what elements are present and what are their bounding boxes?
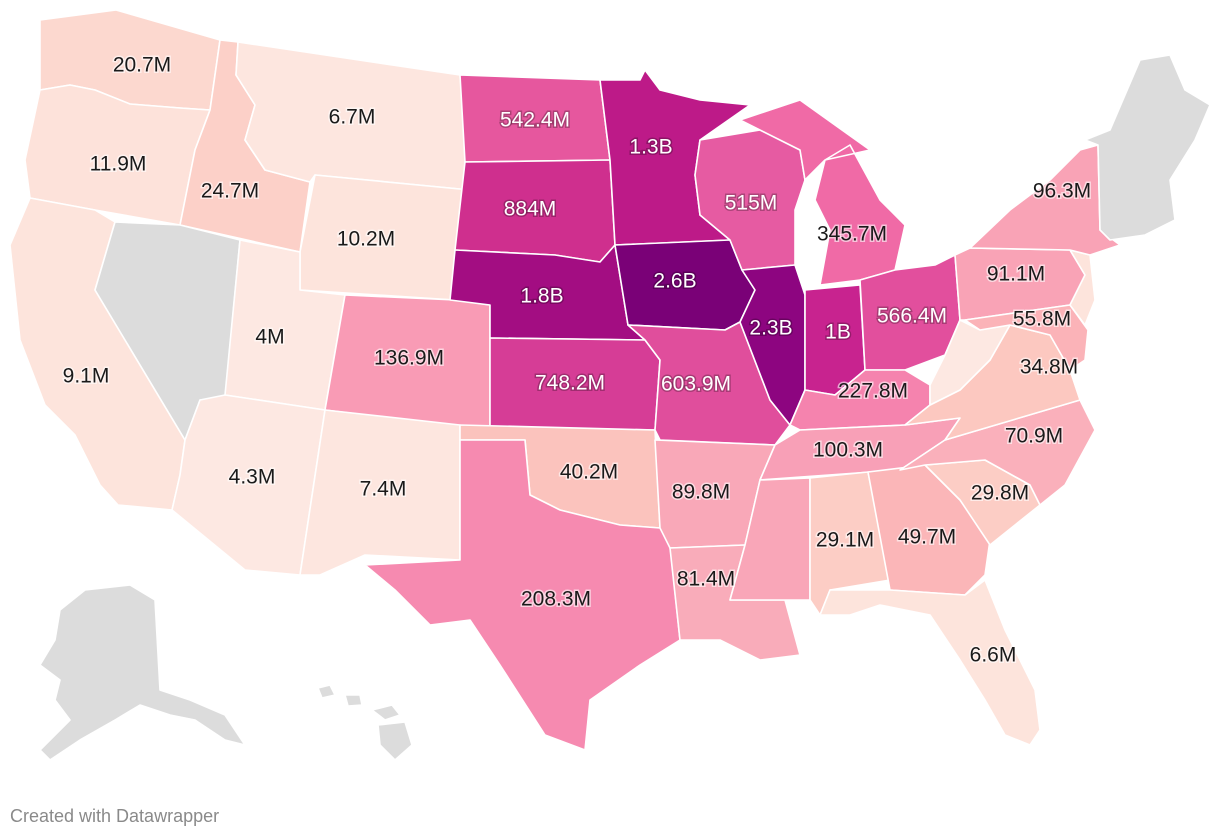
label-al: 29.1M — [816, 529, 874, 552]
label-ia: 2.6B — [653, 270, 696, 293]
datawrapper-credit[interactable]: Created with Datawrapper — [10, 806, 220, 826]
label-nm: 7.4M — [360, 478, 407, 501]
label-oh: 566.4M — [877, 305, 947, 328]
label-co: 136.9M — [374, 347, 444, 370]
label-sc: 29.8M — [971, 482, 1029, 505]
label-or: 11.9M — [90, 153, 147, 176]
label-wa: 20.7M — [113, 54, 171, 77]
label-ny: 96.3M — [1033, 180, 1091, 203]
label-mi: 345.7M — [817, 223, 887, 246]
label-mt: 6.7M — [329, 106, 376, 129]
label-ut: 4M — [255, 326, 284, 349]
label-ca: 9.1M — [63, 365, 110, 388]
state-fl[interactable] — [819, 579, 1041, 746]
inset-layer — [39, 584, 413, 761]
label-fl: 6.6M — [970, 644, 1017, 667]
label-nc: 70.9M — [1005, 425, 1063, 448]
label-il: 2.3B — [749, 317, 792, 340]
label-az: 4.3M — [229, 466, 276, 489]
state-hi[interactable] — [317, 684, 413, 761]
state-tx[interactable] — [364, 439, 681, 751]
label-wy: 10.2M — [337, 228, 395, 251]
states-layer — [9, 9, 1211, 751]
label-ok: 40.2M — [560, 461, 618, 484]
label-sd: 884M — [504, 198, 557, 221]
label-ne: 1.8B — [520, 285, 563, 308]
labels-layer: 20.7M 11.9M 9.1M 24.7M 6.7M 10.2M 4M 4.3… — [61, 52, 1093, 668]
label-in: 1B — [825, 321, 851, 344]
state-ak[interactable] — [39, 584, 246, 761]
label-pa: 91.1M — [987, 263, 1045, 286]
label-ks: 748.2M — [535, 372, 605, 395]
state-new-england[interactable] — [1084, 54, 1211, 241]
label-va: 34.8M — [1020, 356, 1078, 379]
label-la: 81.4M — [677, 568, 735, 591]
state-wy[interactable] — [299, 174, 471, 301]
label-ga: 49.7M — [898, 526, 956, 549]
label-tx: 208.3M — [521, 588, 591, 611]
us-choropleth-map: 20.7M 11.9M 9.1M 24.7M 6.7M 10.2M 4M 4.3… — [9, 9, 1211, 761]
label-id: 24.7M — [201, 180, 259, 203]
label-ar: 89.8M — [672, 481, 730, 504]
label-md: 55.8M — [1013, 308, 1071, 331]
label-tn: 100.3M — [813, 439, 883, 462]
label-mn: 1.3B — [629, 136, 672, 159]
label-mo: 603.9M — [661, 373, 731, 396]
label-ky: 227.8M — [838, 380, 908, 403]
label-nd: 542.4M — [500, 109, 570, 132]
label-wi: 515M — [725, 192, 778, 215]
